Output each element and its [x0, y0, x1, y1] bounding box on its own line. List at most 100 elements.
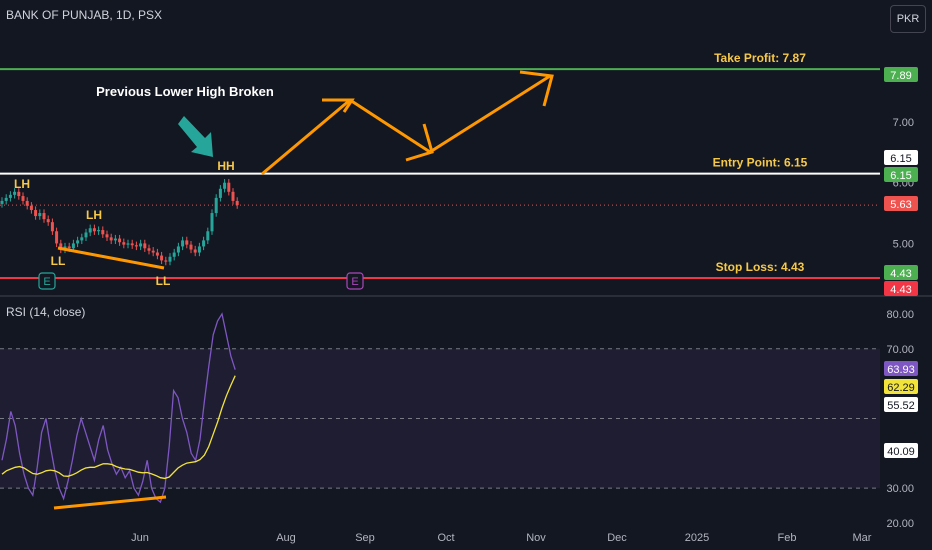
- rsi-lines: [1, 312, 236, 504]
- candle-body: [231, 191, 235, 201]
- candle-body: [59, 243, 63, 250]
- price-tags: 7.89 6.15 6.15 5.63 4.43 4.43 63.93 62.29 55.52 4…: [884, 67, 918, 458]
- rsi-value-tag: [884, 379, 918, 394]
- candle-body: [223, 182, 227, 189]
- x-tick-label: Mar: [853, 532, 872, 544]
- candle-body: [168, 256, 172, 262]
- candle-body: [92, 228, 96, 232]
- price-levels: Take Profit: 7.87 Entry Point: 6.15 Stop L…: [0, 51, 880, 280]
- x-tick-label: Dec: [607, 532, 627, 544]
- candle-body: [197, 246, 201, 253]
- annotation-title: Previous Lower High Broken: [96, 84, 274, 99]
- candle-body: [155, 252, 159, 256]
- symbol-title: BANK OF PUNJAB, 1D, PSX: [6, 8, 163, 22]
- rsi-bands: [0, 348, 880, 489]
- candle-body: [143, 243, 147, 249]
- rsi-line: [1, 312, 236, 504]
- rsi-tick-label: 30.00: [886, 483, 914, 495]
- candle-body: [189, 244, 193, 250]
- label-ll: LL: [156, 274, 171, 288]
- candle-body: [134, 245, 138, 247]
- candle-body: [38, 213, 42, 217]
- candle-body: [8, 194, 12, 198]
- price-tag-label: 4.43: [890, 284, 911, 296]
- candle-body: [214, 197, 218, 214]
- candle-body: [25, 200, 29, 206]
- candle-body: [160, 255, 164, 261]
- price-tag: [884, 265, 918, 280]
- rsi-trendline: [53, 495, 167, 510]
- candle-body: [21, 196, 25, 201]
- candle-body: [4, 197, 8, 201]
- price-tag-label: 4.43: [890, 268, 911, 280]
- label-ll: LL: [51, 254, 66, 268]
- rsi-value-tag: [884, 443, 918, 458]
- event-marker: [346, 272, 364, 290]
- candle-body: [42, 213, 46, 220]
- candle-body: [55, 231, 59, 244]
- currency-button[interactable]: PKR: [890, 5, 926, 33]
- axes: Jun Aug Sep Oct Nov Dec 2025 Feb Mar5.006.007.00…: [131, 117, 914, 544]
- level-label: Entry Point: 6.15: [713, 156, 808, 170]
- candle-body: [105, 234, 109, 238]
- candle-body: [118, 238, 122, 243]
- price-tag-label: 7.89: [890, 70, 911, 82]
- candle-body: [206, 231, 210, 241]
- label-lh: LH: [86, 208, 102, 222]
- candle-body: [113, 238, 117, 241]
- event-marker-label: E: [43, 276, 50, 288]
- event-marker: [38, 272, 56, 290]
- price-tag-label: 5.63: [890, 199, 911, 211]
- label-lh: LH: [14, 177, 30, 191]
- candle-body: [34, 210, 38, 217]
- projection-path: [261, 74, 551, 176]
- candle-body: [80, 237, 84, 241]
- price-tag: [884, 196, 918, 211]
- rsi-value-tag-label: 55.52: [887, 400, 915, 412]
- rsi-tick-label: 20.00: [886, 518, 914, 530]
- candle-body: [185, 240, 189, 245]
- x-tick-label: Aug: [276, 532, 296, 544]
- candle-body: [130, 243, 134, 246]
- candle-body: [13, 191, 17, 195]
- price-tag: [884, 150, 918, 165]
- candle-body: [147, 248, 151, 251]
- candle-body: [227, 182, 231, 192]
- candle-body: [139, 243, 143, 247]
- x-tick-label: 2025: [685, 532, 709, 544]
- price-tag: [884, 167, 918, 182]
- candle-body: [84, 232, 88, 238]
- rsi-ma-line: [1, 375, 236, 480]
- annotations: Previous Lower High Broken LH LH LL LL HH E E: [14, 70, 554, 510]
- price-tag: [884, 67, 918, 82]
- projection-arrowhead: [322, 98, 355, 113]
- rsi-value-tag-label: 62.29: [887, 382, 915, 394]
- price-tag: [884, 281, 918, 296]
- candle-body: [181, 240, 185, 247]
- candle-body: [235, 200, 239, 206]
- candle-body: [71, 243, 75, 249]
- candle-body: [101, 230, 105, 235]
- x-tick-label: Sep: [355, 532, 375, 544]
- candle-body: [88, 228, 92, 233]
- y-tick-label: 5.00: [893, 238, 914, 250]
- candle-body: [151, 250, 155, 253]
- label-hh: HH: [217, 159, 234, 173]
- candle-body: [29, 205, 33, 211]
- level-label: Take Profit: 7.87: [714, 51, 806, 65]
- candle-body: [67, 246, 71, 249]
- rsi-value-tag: [884, 361, 918, 376]
- candle-body: [176, 246, 180, 253]
- price-tag-label: 6.15: [890, 170, 911, 182]
- y-tick-label: 7.00: [893, 117, 914, 129]
- candle-body: [193, 249, 197, 253]
- rsi-title: RSI (14, close): [6, 305, 86, 319]
- x-tick-label: Jun: [131, 532, 149, 544]
- rsi-value-tag-label: 63.93: [887, 364, 915, 376]
- rsi-tick-label: 70.00: [886, 344, 914, 356]
- price-trendline: [57, 246, 165, 270]
- candle-body: [50, 222, 54, 232]
- event-marker-label: E: [351, 276, 358, 288]
- candlesticks[interactable]: [0, 179, 239, 266]
